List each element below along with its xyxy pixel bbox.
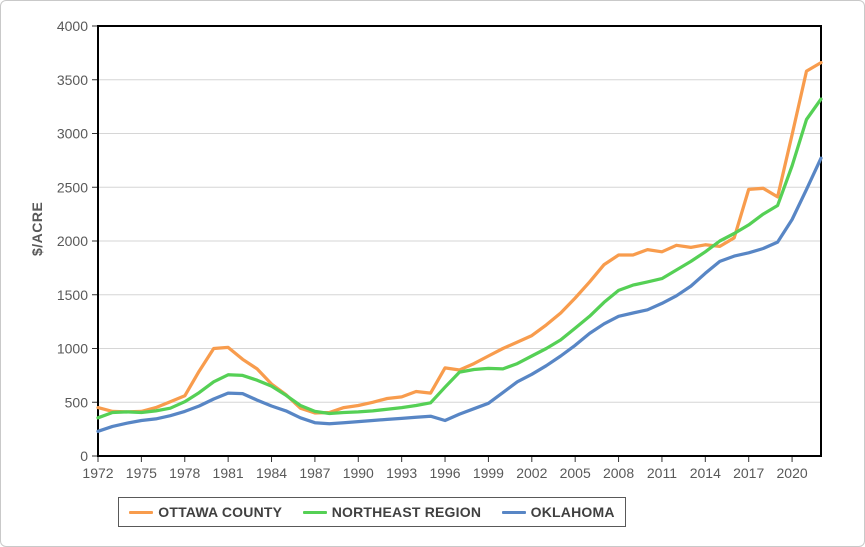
x-tick-label-2005: 2005: [560, 465, 591, 481]
x-tick-label-1978: 1978: [169, 465, 200, 481]
legend-item-oklahoma: OKLAHOMA: [501, 504, 615, 520]
x-tick-label-1996: 1996: [429, 465, 460, 481]
series-line-oklahoma: [96, 156, 823, 433]
x-tick-label-1981: 1981: [213, 465, 244, 481]
x-tick-label-1987: 1987: [299, 465, 330, 481]
x-tick-label-2020: 2020: [777, 465, 808, 481]
legend-label-northeast-region: NORTHEAST REGION: [331, 504, 482, 520]
x-tick-label-1999: 1999: [473, 465, 504, 481]
y-tick-label-3500: 3500: [57, 72, 88, 88]
x-tick-label-1972: 1972: [82, 465, 113, 481]
y-tick-label-0: 0: [80, 448, 88, 464]
x-tick-label-2011: 2011: [647, 465, 677, 481]
x-tick-label-1975: 1975: [126, 465, 157, 481]
x-tick-label-1990: 1990: [343, 465, 374, 481]
legend-northeast-region-line-swatch: [302, 510, 327, 514]
x-tick-label-2014: 2014: [690, 465, 721, 481]
legend-item-northeast-region: NORTHEAST REGION: [302, 504, 482, 520]
y-axis-title: $/ACRE: [29, 201, 45, 256]
legend-ottawa-county-line-swatch: [129, 510, 154, 514]
x-tick-label-1993: 1993: [386, 465, 417, 481]
plot-area-border: [97, 25, 822, 457]
y-tick-label-2000: 2000: [57, 233, 88, 249]
x-tick-label-2017: 2017: [733, 465, 764, 481]
y-tick-label-500: 500: [65, 394, 89, 410]
x-tick-label-2008: 2008: [603, 465, 634, 481]
x-tick-label-1984: 1984: [256, 465, 287, 481]
series-line-ottawa-county: [96, 60, 823, 415]
legend-oklahoma-line-swatch: [501, 510, 526, 514]
x-tick-label-2002: 2002: [516, 465, 547, 481]
y-tick-label-1500: 1500: [57, 287, 88, 303]
legend: OTTAWA COUNTY NORTHEAST REGION OKLAHOMA: [118, 497, 626, 527]
y-tick-label-3000: 3000: [57, 126, 88, 142]
y-tick-label-4000: 4000: [57, 18, 88, 34]
legend-label-oklahoma: OKLAHOMA: [530, 504, 615, 520]
series-line-northeast-region: [96, 97, 823, 420]
legend-label-ottawa-county: OTTAWA COUNTY: [158, 504, 283, 520]
y-tick-label-2500: 2500: [57, 179, 88, 195]
y-tick-label-1000: 1000: [57, 341, 88, 357]
legend-item-ottawa-county: OTTAWA COUNTY: [129, 504, 282, 520]
